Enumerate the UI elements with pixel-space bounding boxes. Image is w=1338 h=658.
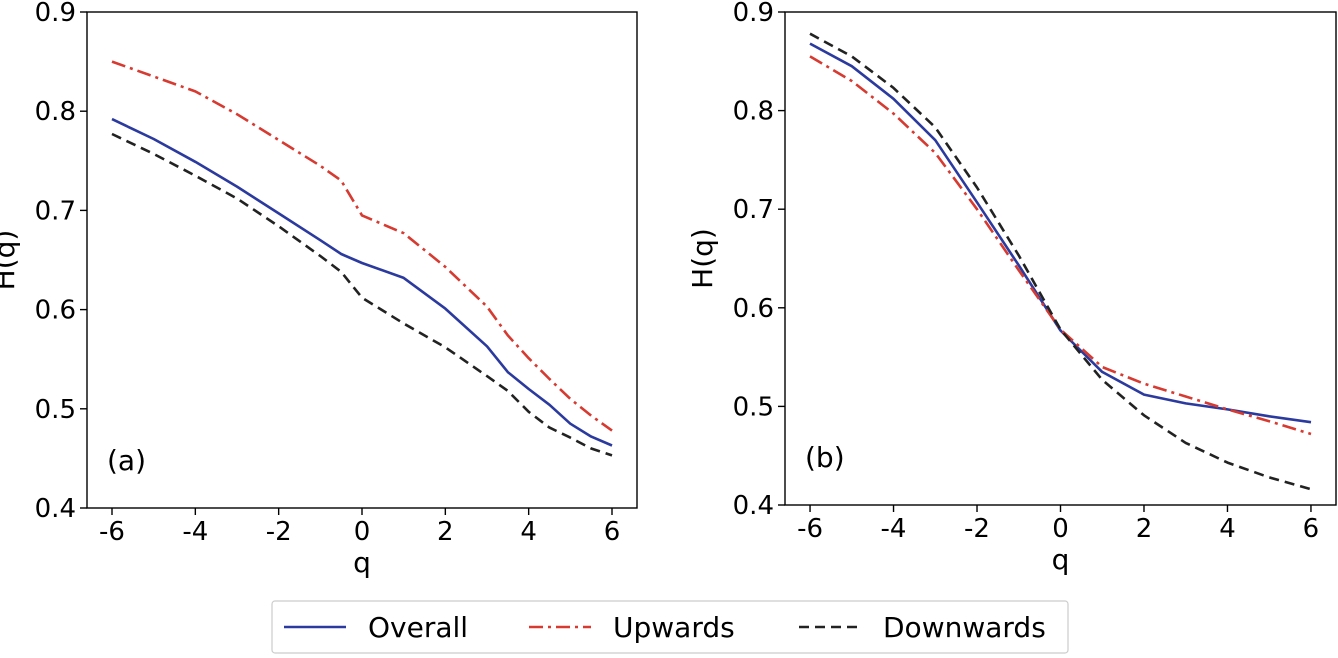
- y-tick-label: 0.8: [733, 97, 774, 127]
- panel-b: -6 -4 -2 0 2 4 6 0.4 0.5 0.6 0.7 0.8 0.9 q H(q) (b): [686, 0, 1337, 576]
- series-line-upwards: [809, 55, 1312, 436]
- y-tick-label: 0.6: [35, 296, 76, 326]
- plot-frame: [86, 11, 638, 509]
- y-tick-label: 0.8: [35, 97, 76, 127]
- x-tick-label: -4: [182, 517, 208, 547]
- legend: Overall Upwards Downwards: [271, 600, 1069, 654]
- panel-a: -6 -4 -2 0 2 4 6 0.4 0.5 0.6 0.7 0.8 0.9 q H(q) (a): [0, 0, 638, 579]
- x-tick-label: -4: [881, 514, 907, 544]
- y-axis-label: H(q): [686, 228, 719, 289]
- x-tick-label: 4: [1219, 514, 1236, 544]
- x-tick-label: -2: [266, 517, 292, 547]
- plot-frame: [784, 11, 1337, 506]
- x-axis-label: q: [353, 546, 371, 579]
- series-line-downwards: [111, 132, 613, 457]
- x-tick-label: 6: [604, 517, 621, 547]
- x-tick-label: 2: [437, 517, 454, 547]
- y-tick-label: 0.5: [35, 395, 76, 425]
- legend-box: [271, 600, 1069, 654]
- y-tick-label: 0.9: [733, 0, 774, 28]
- series-line-overall: [111, 117, 613, 447]
- y-tick-label: 0.6: [733, 294, 774, 324]
- y-tick-label: 0.9: [35, 0, 76, 28]
- y-tick-label: 0.7: [35, 196, 76, 226]
- series-line-downwards: [809, 32, 1312, 491]
- panel-label: (a): [107, 444, 146, 477]
- x-axis-label: q: [1052, 543, 1070, 576]
- series-line-overall: [809, 42, 1312, 424]
- y-tick-label: 0.4: [35, 494, 76, 524]
- legend-label-upwards: Upwards: [613, 611, 735, 644]
- x-tick-label: 2: [1136, 514, 1153, 544]
- y-tick-label: 0.5: [733, 392, 774, 422]
- series-line-upwards: [111, 60, 613, 432]
- x-tick-label: -2: [964, 514, 990, 544]
- panel-label: (b): [805, 441, 845, 474]
- y-tick-label: 0.7: [733, 195, 774, 225]
- legend-label-overall: Overall: [368, 611, 468, 644]
- x-tick-label: -6: [797, 514, 823, 544]
- x-tick-label: 6: [1303, 514, 1320, 544]
- y-axis-label: H(q): [0, 230, 21, 291]
- x-tick-label: 0: [354, 517, 371, 547]
- legend-label-downwards: Downwards: [883, 611, 1046, 644]
- x-tick-label: 4: [520, 517, 537, 547]
- x-tick-label: -6: [99, 517, 125, 547]
- y-tick-label: 0.4: [733, 491, 774, 521]
- x-tick-label: 0: [1052, 514, 1069, 544]
